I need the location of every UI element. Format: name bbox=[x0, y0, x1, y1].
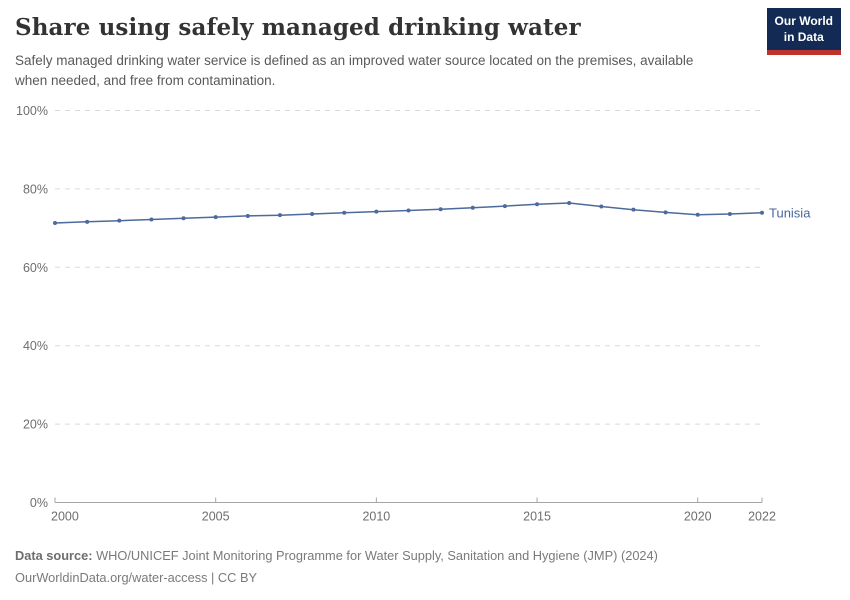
owid-logo[interactable]: Our World in Data bbox=[766, 8, 841, 56]
data-point-tunisia-2001[interactable] bbox=[85, 219, 90, 224]
x-tick-label-2022: 2022 bbox=[748, 510, 776, 524]
data-source-label: Data source: bbox=[15, 548, 93, 563]
data-point-tunisia-2020[interactable] bbox=[695, 212, 700, 217]
owid-logo-line1: Our World bbox=[774, 14, 833, 28]
data-source-line: Data source: WHO/UNICEF Joint Monitoring… bbox=[15, 545, 658, 567]
data-point-tunisia-2008[interactable] bbox=[310, 211, 315, 216]
x-tick-label-2015: 2015 bbox=[523, 510, 551, 524]
data-point-tunisia-2007[interactable] bbox=[277, 213, 282, 218]
data-point-tunisia-2005[interactable] bbox=[213, 215, 218, 220]
data-point-tunisia-2021[interactable] bbox=[727, 211, 732, 216]
license-line[interactable]: OurWorldinData.org/water-access | CC BY bbox=[15, 570, 258, 586]
data-point-tunisia-2016[interactable] bbox=[567, 201, 572, 206]
x-tick-label-2005: 2005 bbox=[202, 510, 230, 524]
x-tick-label-2000: 2000 bbox=[51, 510, 79, 524]
data-point-tunisia-2006[interactable] bbox=[245, 213, 250, 218]
y-tick-label-0: 0% bbox=[30, 496, 48, 510]
y-tick-label-60: 60% bbox=[23, 261, 48, 275]
y-tick-label-80: 80% bbox=[23, 182, 48, 196]
data-point-tunisia-2017[interactable] bbox=[599, 204, 604, 209]
chart-subtitle: Safely managed drinking water service is… bbox=[15, 53, 694, 88]
chart-footer: Data source: WHO/UNICEF Joint Monitoring… bbox=[15, 545, 658, 590]
data-point-tunisia-2011[interactable] bbox=[406, 208, 411, 213]
x-tick-label-2010: 2010 bbox=[362, 510, 390, 524]
data-point-tunisia-2014[interactable] bbox=[502, 204, 507, 209]
data-point-tunisia-2015[interactable] bbox=[535, 202, 540, 207]
entity-label-tunisia[interactable]: Tunisia bbox=[769, 205, 811, 220]
owid-logo-line2: in Data bbox=[783, 29, 824, 44]
data-line-tunisia[interactable] bbox=[54, 202, 763, 224]
x-tick-label-2020: 2020 bbox=[684, 510, 712, 524]
chart-title: Share using safely managed drinking wate… bbox=[15, 14, 581, 41]
data-point-tunisia-2013[interactable] bbox=[470, 205, 475, 210]
data-point-tunisia-2009[interactable] bbox=[342, 210, 347, 215]
data-point-tunisia-2018[interactable] bbox=[631, 207, 636, 212]
data-point-tunisia-2022[interactable] bbox=[760, 210, 764, 215]
data-point-tunisia-2010[interactable] bbox=[374, 209, 379, 214]
y-tick-label-20: 20% bbox=[23, 418, 48, 432]
y-tick-label-40: 40% bbox=[23, 339, 48, 353]
data-point-tunisia-2003[interactable] bbox=[149, 217, 154, 222]
data-point-tunisia-2004[interactable] bbox=[181, 216, 186, 221]
data-point-tunisia-2012[interactable] bbox=[438, 207, 443, 212]
data-point-tunisia-2000[interactable] bbox=[53, 221, 57, 226]
y-tick-label-100: 100% bbox=[16, 104, 48, 118]
data-point-tunisia-2002[interactable] bbox=[117, 218, 122, 223]
data-source-text: WHO/UNICEF Joint Monitoring Programme fo… bbox=[92, 548, 658, 563]
data-point-tunisia-2019[interactable] bbox=[663, 210, 668, 215]
